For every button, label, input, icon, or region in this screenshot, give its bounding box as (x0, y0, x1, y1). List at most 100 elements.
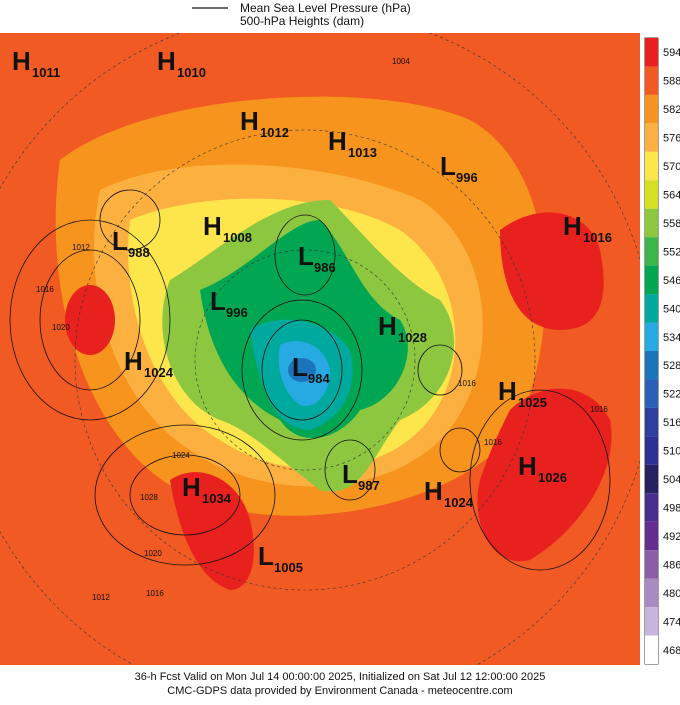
colorbar-swatch (645, 578, 658, 608)
region (288, 358, 316, 382)
center-pressure: 1034 (202, 491, 232, 506)
colorbar-swatch (645, 407, 658, 437)
map: 1004 1012 1016 1020 1024 1028 1020 1016 1012 1016… (0, 33, 640, 665)
colorbar: 594 588 582 576 570 564 558 552 546 540 534 528 522 5… (644, 37, 680, 665)
center-pressure: 1011 (32, 65, 60, 80)
colorbar-swatch (645, 237, 658, 266)
colorbar-swatch (645, 607, 658, 636)
center-pressure: 986 (314, 260, 336, 275)
colorbar-swatch (645, 265, 658, 295)
colorbar-label: 594 (663, 47, 680, 59)
center-pressure: 1012 (260, 125, 289, 140)
colorbar-swatch (645, 208, 658, 238)
center-letter: L (210, 286, 226, 316)
legend-text: 500-hPa Heights (dam) (240, 14, 364, 28)
center-pressure: 1028 (398, 330, 427, 345)
center-letter: H (498, 376, 517, 406)
graticule (0, 33, 640, 665)
colorbar-label: 534 (663, 332, 680, 344)
region (477, 388, 612, 562)
center-letter: H (328, 126, 347, 156)
colorbar-swatch (645, 38, 658, 67)
isobar-label: 1016 (590, 405, 608, 414)
center-letter: H (12, 46, 31, 76)
center-letter: H (182, 472, 201, 502)
colorbar-label: 546 (663, 275, 680, 287)
region (500, 212, 604, 330)
colorbar-label: 588 (663, 76, 680, 88)
colorbar-swatch (645, 521, 658, 551)
colorbar-label: 498 (663, 503, 680, 515)
colorbar-swatch (645, 379, 658, 408)
center-pressure: 1024 (144, 365, 174, 380)
colorbar-swatch (645, 351, 658, 380)
colorbar-swatch (645, 94, 658, 124)
colorbar-label: 480 (663, 588, 680, 600)
colorbar-label: 540 (663, 303, 680, 315)
center-pressure: 1026 (538, 470, 567, 485)
isobar-label: 1016 (484, 438, 502, 447)
center-pressure: 984 (308, 371, 330, 386)
legend-text: Mean Sea Level Pressure (hPa) (240, 1, 411, 15)
center-letter: L (292, 352, 308, 382)
center-letter: L (112, 226, 128, 256)
center-pressure: 1008 (223, 230, 252, 245)
center-letter: H (424, 476, 443, 506)
colorbar-swatch (645, 436, 658, 465)
isobar-label: 1016 (458, 379, 476, 388)
colorbar-label: 510 (663, 446, 680, 458)
colorbar-label: 582 (663, 104, 680, 116)
colorbar-swatch (645, 550, 658, 579)
center-pressure: 996 (456, 170, 478, 185)
isobar-label: 1016 (36, 285, 54, 294)
colorbar-swatch (645, 180, 658, 209)
isobar-label: 1020 (144, 549, 162, 558)
center-pressure: 1013 (348, 145, 377, 160)
isobars (9, 189, 611, 571)
center-letter: L (258, 541, 274, 571)
center-letter: H (157, 46, 176, 76)
center-letter: L (342, 459, 358, 489)
isobar-label: 1012 (72, 243, 90, 252)
center-pressure: 1025 (518, 395, 547, 410)
colorbar-label: 504 (663, 474, 680, 486)
isobar-label: 1024 (172, 451, 190, 460)
colorbar-swatch (645, 493, 658, 522)
center-letter: L (440, 151, 456, 181)
colorbar-swatch (645, 322, 658, 351)
colorbar-label: 516 (663, 417, 680, 429)
center-letter: L (298, 241, 314, 271)
region (0, 33, 640, 80)
colorbar-label: 468 (663, 645, 680, 657)
footer-text: 36-h Fcst Valid on Mon Jul 14 00:00:00 2… (135, 671, 546, 683)
footer-text: CMC-GDPS data provided by Environment Ca… (167, 685, 512, 697)
colorbar-label: 564 (663, 190, 680, 202)
center-pressure: 988 (128, 245, 150, 260)
header-legend: Mean Sea Level Pressure (hPa) 500-hPa He… (192, 1, 411, 28)
isobar-label: 1028 (140, 493, 158, 502)
center-pressure: 996 (226, 305, 248, 320)
colorbar-swatch (645, 294, 658, 323)
center-pressure: 987 (358, 478, 380, 493)
colorbar-label: 492 (663, 531, 680, 543)
isobar-label: 1020 (52, 323, 70, 332)
region (65, 285, 115, 355)
colorbar-label: 570 (663, 161, 680, 173)
colorbar-label: 528 (663, 360, 680, 372)
colorbar-label: 552 (663, 246, 680, 258)
colorbar-swatch (645, 123, 658, 152)
isobar-label: 1004 (392, 57, 410, 66)
center-letter: H (563, 211, 582, 241)
colorbar-label: 486 (663, 559, 680, 571)
colorbar-label: 474 (663, 616, 680, 628)
colorbar-label: 576 (663, 133, 680, 145)
colorbar-swatch (645, 464, 658, 494)
region (170, 472, 254, 590)
center-pressure: 1024 (444, 495, 474, 510)
colorbar-label: 522 (663, 389, 680, 401)
colorbar-swatch (645, 66, 658, 95)
center-letter: H (240, 106, 259, 136)
center-pressure: 1016 (583, 230, 612, 245)
colorbar-swatch (645, 151, 658, 181)
center-letter: H (203, 211, 222, 241)
